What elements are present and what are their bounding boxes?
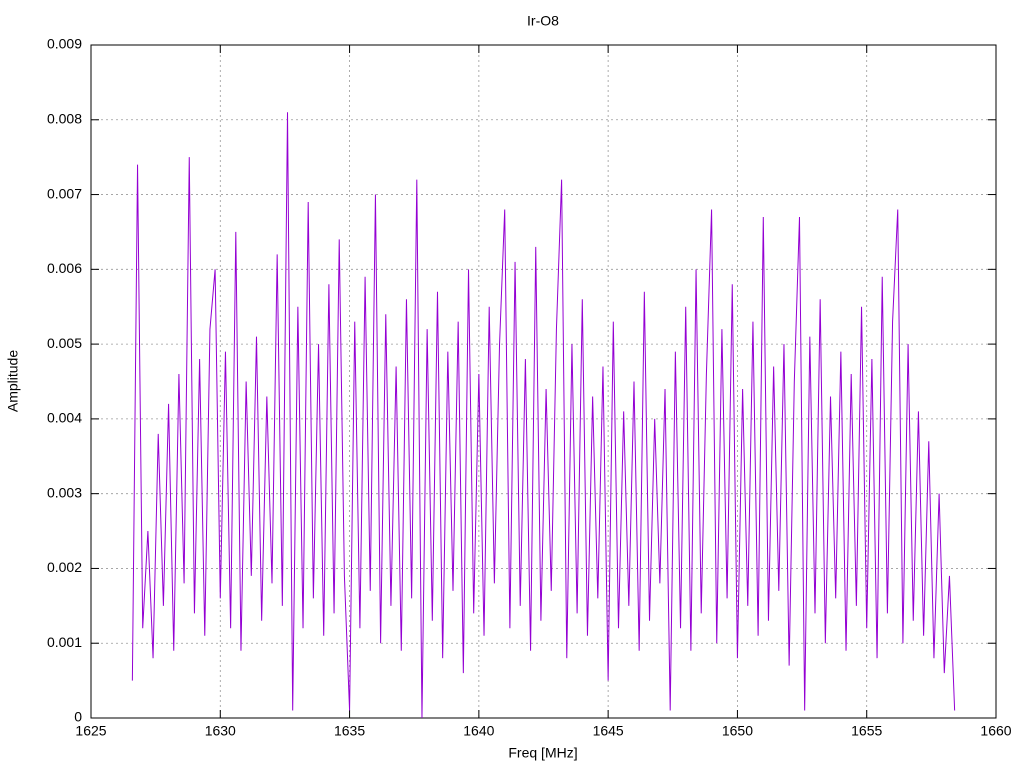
x-tick-label: 1630 [205,723,236,739]
y-tick-label: 0.006 [47,260,82,276]
data-line [131,112,956,719]
y-tick-label: 0 [74,709,82,725]
x-tick-label: 1640 [463,723,494,739]
y-tick-label: 0.004 [47,410,82,426]
plot-frame [90,44,997,719]
y-axis-label: Amplitude [5,350,21,412]
x-tick-label: 1635 [334,723,365,739]
y-tick-label: 0.002 [47,559,82,575]
x-tick-label: 1625 [75,723,106,739]
y-tick-label: 0.007 [47,185,82,201]
chart-title: Ir-O8 [527,13,559,29]
y-tick-label: 0.003 [47,484,82,500]
y-tick-label: 0.005 [47,335,82,351]
x-tick-label: 1645 [593,723,624,739]
x-tick-label: 1650 [722,723,753,739]
y-tick-label: 0.009 [47,36,82,52]
x-axis-label: Freq [MHz] [508,745,577,761]
y-tick-label: 0.008 [47,110,82,126]
x-tick-label: 1660 [980,723,1011,739]
x-tick-label: 1655 [851,723,882,739]
y-tick-label: 0.001 [47,634,82,650]
